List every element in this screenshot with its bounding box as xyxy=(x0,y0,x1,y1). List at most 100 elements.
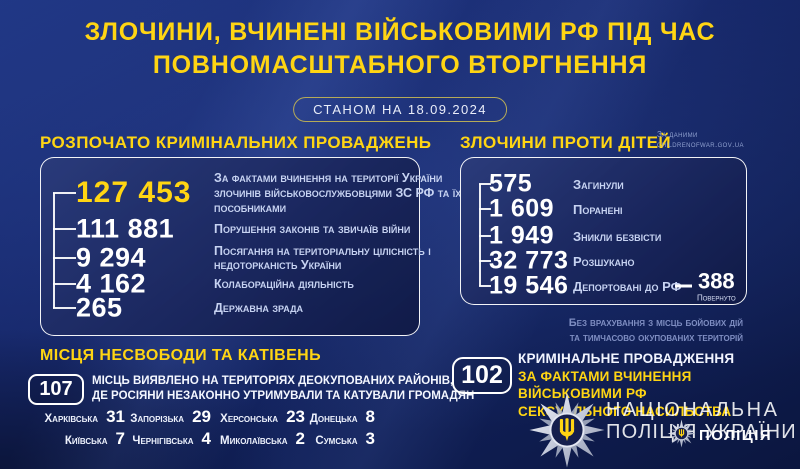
region-name: Запорізька xyxy=(130,413,185,425)
detention-header: МІСЦЯ НЕСВОБОДИ ТА КАТІВЕНЬ xyxy=(40,347,322,364)
police-star-trident-emblem-icon xyxy=(528,391,606,469)
bracket-stub xyxy=(479,285,491,287)
region-value: 29 xyxy=(192,407,211,426)
stat-value: 1 609 xyxy=(489,194,555,223)
stat-label: Поранені xyxy=(573,201,623,217)
children-crimes-header: ЗЛОЧИНИ ПРОТИ ДІТЕЙ xyxy=(460,133,672,152)
stat-label: Зникли безвісти xyxy=(573,228,662,244)
children-footnote: Без врахування з місць бойових дій та ти… xyxy=(569,316,743,346)
returned-label: Повернуто xyxy=(697,293,736,302)
page-title: ЗЛОЧИНИ, ВЧИНЕНІ ВІЙСЬКОВИМИ РФ ПІД ЧАС … xyxy=(0,16,800,82)
stat-value: 19 546 xyxy=(489,271,569,300)
stat-label: Колабораційна діяльність xyxy=(214,276,354,291)
region-stat: Запорізька 29 xyxy=(123,407,211,427)
region-name: Донецька xyxy=(309,413,358,425)
stat-value: 575 xyxy=(489,169,533,198)
region-stat: Київська 7 xyxy=(20,429,125,449)
region-stat: Донецька 8 xyxy=(307,407,375,427)
stat-label: Посягання на територіальну цілісність і … xyxy=(214,243,431,272)
stat-row: 1 949 Зникли безвісти xyxy=(489,222,739,251)
region-value: 4 xyxy=(201,429,211,448)
bracket-stub xyxy=(479,235,491,237)
returned-value: 388 xyxy=(697,268,735,293)
source-note-line1: За даними xyxy=(657,130,698,139)
stat-row: 1 609 Поранені xyxy=(489,195,739,224)
bracket-line xyxy=(53,193,55,308)
region-value: 3 xyxy=(365,429,375,448)
page-title-line1: ЗЛОЧИНИ, ВЧИНЕНІ ВІЙСЬКОВИМИ РФ ПІД ЧАС xyxy=(84,18,716,46)
sexual-violence-line3: ВІЙСЬКОВИМИ РФ xyxy=(518,386,647,401)
region-name: Київська xyxy=(64,435,108,447)
stat-row: 127 453 За фактами вчинення на території… xyxy=(76,171,461,215)
bracket-stub xyxy=(479,183,491,185)
region-name: Херсонська xyxy=(220,413,279,425)
region-stat: Херсонська 23 xyxy=(213,407,305,427)
bracket-stub xyxy=(479,208,491,210)
police-small-label: ПОЛІЦІЯ xyxy=(699,427,773,444)
stat-value: 4 162 xyxy=(76,268,147,299)
sexual-violence-line1: КРИМІНАЛЬНЕ ПРОВАДЖЕННЯ xyxy=(518,351,735,366)
sexual-violence-count-badge: 102 xyxy=(452,357,512,394)
connector-dash xyxy=(675,284,692,288)
bracket-stub xyxy=(53,307,76,309)
region-name: Сумська xyxy=(315,435,358,447)
stat-label: Розшукано xyxy=(573,253,635,269)
region-value: 2 xyxy=(295,429,305,448)
date-badge: СТАНОМ НА 18.09.2024 xyxy=(293,97,507,122)
stat-row: 9 294 Посягання на територіальну цілісні… xyxy=(76,242,431,274)
stat-label: Депортовані до РФ xyxy=(573,278,682,294)
stat-row: 265 Державна зрада xyxy=(76,293,406,324)
region-value: 31 xyxy=(106,407,125,426)
detention-description-line2: ДЕ РОСІЯНИ НЕЗАКОННО УТРИМУВАЛИ ТА КАТУВ… xyxy=(92,390,475,403)
detention-description: МІСЦЬ ВИЯВЛЕНО НА ТЕРИТОРІЯХ ДЕОКУПОВАНИ… xyxy=(92,374,474,404)
returned-stat: 388 Повернуто xyxy=(697,270,736,302)
bracket-stub xyxy=(53,283,76,285)
region-value: 7 xyxy=(115,429,125,448)
region-stat: Миколаївська 2 xyxy=(213,429,305,449)
proceedings-card: 127 453 За фактами вчинення на території… xyxy=(40,157,461,336)
region-name: Миколаївська xyxy=(220,435,288,447)
returned-group: 388 Повернуто xyxy=(675,270,736,302)
bracket-stub xyxy=(53,192,76,194)
children-footnote-line2: та тимчасово окупованих територій xyxy=(569,331,743,344)
stat-value: 9 294 xyxy=(76,242,147,273)
region-value: 8 xyxy=(365,407,375,426)
stat-value: 127 453 xyxy=(76,176,192,209)
region-stat: Харківська 31 xyxy=(20,407,125,427)
police-logo-name: НАЦІОНАЛЬНА ПОЛІЦІЯ УКРАЇНИ xyxy=(606,399,797,443)
region-stat: Сумська 3 xyxy=(307,429,375,449)
region-name: Чернігівська xyxy=(132,435,194,447)
detention-description-line1: МІСЦЬ ВИЯВЛЕНО НА ТЕРИТОРІЯХ ДЕОКУПОВАНИ… xyxy=(92,375,454,387)
region-stat: Чернігівська 4 xyxy=(123,429,211,449)
stat-row: 32 773 Розшукано xyxy=(489,247,739,276)
stat-value: 111 881 xyxy=(76,213,175,244)
bracket-stub xyxy=(479,260,491,262)
region-name: Харківська xyxy=(44,413,99,425)
police-star-trident-emblem-small-icon xyxy=(667,419,696,448)
stat-label: Державна зрада xyxy=(214,300,303,315)
stat-row: 4 162 Колабораційна діяльність xyxy=(76,269,406,300)
page-title-line2: ПОВНОМАСШТАБНОГО ВТОРГНЕННЯ xyxy=(152,51,648,79)
stat-label: Порушення законів та звичаїв війни xyxy=(214,221,411,236)
proceedings-header: РОЗПОЧАТО КРИМІНАЛЬНИХ ПРОВАДЖЕНЬ xyxy=(40,133,432,152)
police-logo-name-line1: НАЦІОНАЛЬНА xyxy=(606,399,780,421)
region-value: 23 xyxy=(286,407,305,426)
bracket-stub xyxy=(53,228,76,230)
stat-row: 19 546 Депортовані до РФ 388 Повернуто xyxy=(489,270,739,302)
stat-value: 265 xyxy=(76,292,123,323)
source-note: За даними childrenofwar.gov.ua xyxy=(657,130,744,150)
children-crimes-card: 575 Загинули 1 609 Поранені 1 949 Зникли… xyxy=(460,157,747,305)
stat-row: 111 881 Порушення законів та звичаїв вій… xyxy=(76,213,410,245)
detention-count-badge: 107 xyxy=(28,374,84,405)
source-note-line2: childrenofwar.gov.ua xyxy=(657,140,744,149)
bracket-stub xyxy=(53,257,76,259)
children-footnote-line1: Без врахування з місць бойових дій xyxy=(568,317,743,329)
stat-row: 575 Загинули xyxy=(489,170,739,199)
stat-value: 32 773 xyxy=(489,246,569,275)
police-logo-name-line2: ПОЛІЦІЯ УКРАЇНИ xyxy=(606,421,797,443)
sexual-violence-line2: ЗА ФАКТАМИ ВЧИНЕННЯ xyxy=(518,368,692,384)
stat-label: За фактами вчинення на території України… xyxy=(214,170,462,215)
stat-label: Загинули xyxy=(573,176,624,192)
stat-value: 1 949 xyxy=(489,221,555,250)
